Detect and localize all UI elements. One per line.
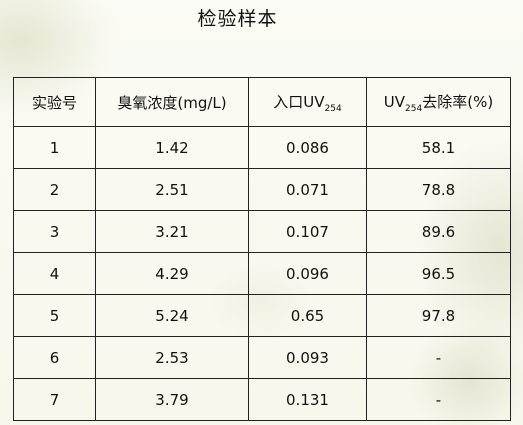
cell-ozone-concentration: 3.79 [95,378,249,421]
table-row: 6 2.53 0.093- [13,336,511,379]
cell-inlet-uv254: 0.096 [248,252,367,295]
cell-experiment-no: 6 [13,336,96,379]
table-body: 实验号 臭氧浓度(mg/L) 入口UV254 UV254去除率(%) 1 1.42… [13,77,511,421]
header-cell-experiment-no: 实验号 [13,77,96,127]
cell-experiment-no: 5 [13,294,96,337]
cell-inlet-uv254: 0.107 [248,210,367,253]
cell-inlet-uv254: 0.071 [248,168,367,211]
table-row: 7 3.79 0.131- [13,378,511,421]
table-row: 5 5.24 0.65 97.8 [13,294,511,337]
cell-removal-rate: 89.6 [366,210,511,253]
page-title: 检验样本 [197,8,278,30]
cell-ozone-concentration: 5.24 [95,294,249,337]
cell-ozone-concentration: 1.42 [95,126,249,169]
table-row: 3 3.21 0.107 89.6 [13,210,511,253]
table-row: 2 2.51 0.071 78.8 [13,168,511,211]
cell-ozone-concentration: 2.53 [95,336,249,379]
cell-removal-rate: 78.8 [366,168,511,211]
cell-removal-rate: 96.5 [366,252,511,295]
cell-experiment-no: 7 [13,378,96,421]
cell-experiment-no: 3 [13,210,96,253]
cell-inlet-uv254: 0.131 [248,378,367,421]
cell-experiment-no: 4 [13,252,96,295]
cell-removal-rate: - [366,336,511,379]
cell-inlet-uv254: 0.65 [248,294,367,337]
header-cell-uv254-removal-rate: UV254去除率(%) [366,77,511,127]
cell-inlet-uv254: 0.093 [248,336,367,379]
cell-ozone-concentration: 2.51 [95,168,249,211]
cell-experiment-no: 1 [13,126,96,169]
cell-experiment-no: 2 [13,168,96,211]
cell-ozone-concentration: 3.21 [95,210,249,253]
data-table: 实验号 臭氧浓度(mg/L) 入口UV254 UV254去除率(%) 1 1.42… [13,77,511,421]
cell-ozone-concentration: 4.29 [95,252,249,295]
cell-removal-rate: 97.8 [366,294,511,337]
table-row: 4 4.29 0.096 96.5 [13,252,511,295]
header-cell-inlet-uv254: 入口UV254 [248,77,367,127]
table-row: 1 1.42 0.086 58.1 [13,126,511,169]
cell-inlet-uv254: 0.086 [248,126,367,169]
table-header-row: 实验号 臭氧浓度(mg/L) 入口UV254 UV254去除率(%) [13,77,511,127]
header-cell-ozone-concentration: 臭氧浓度(mg/L) [95,77,249,127]
cell-removal-rate: - [366,378,511,421]
cell-removal-rate: 58.1 [366,126,511,169]
